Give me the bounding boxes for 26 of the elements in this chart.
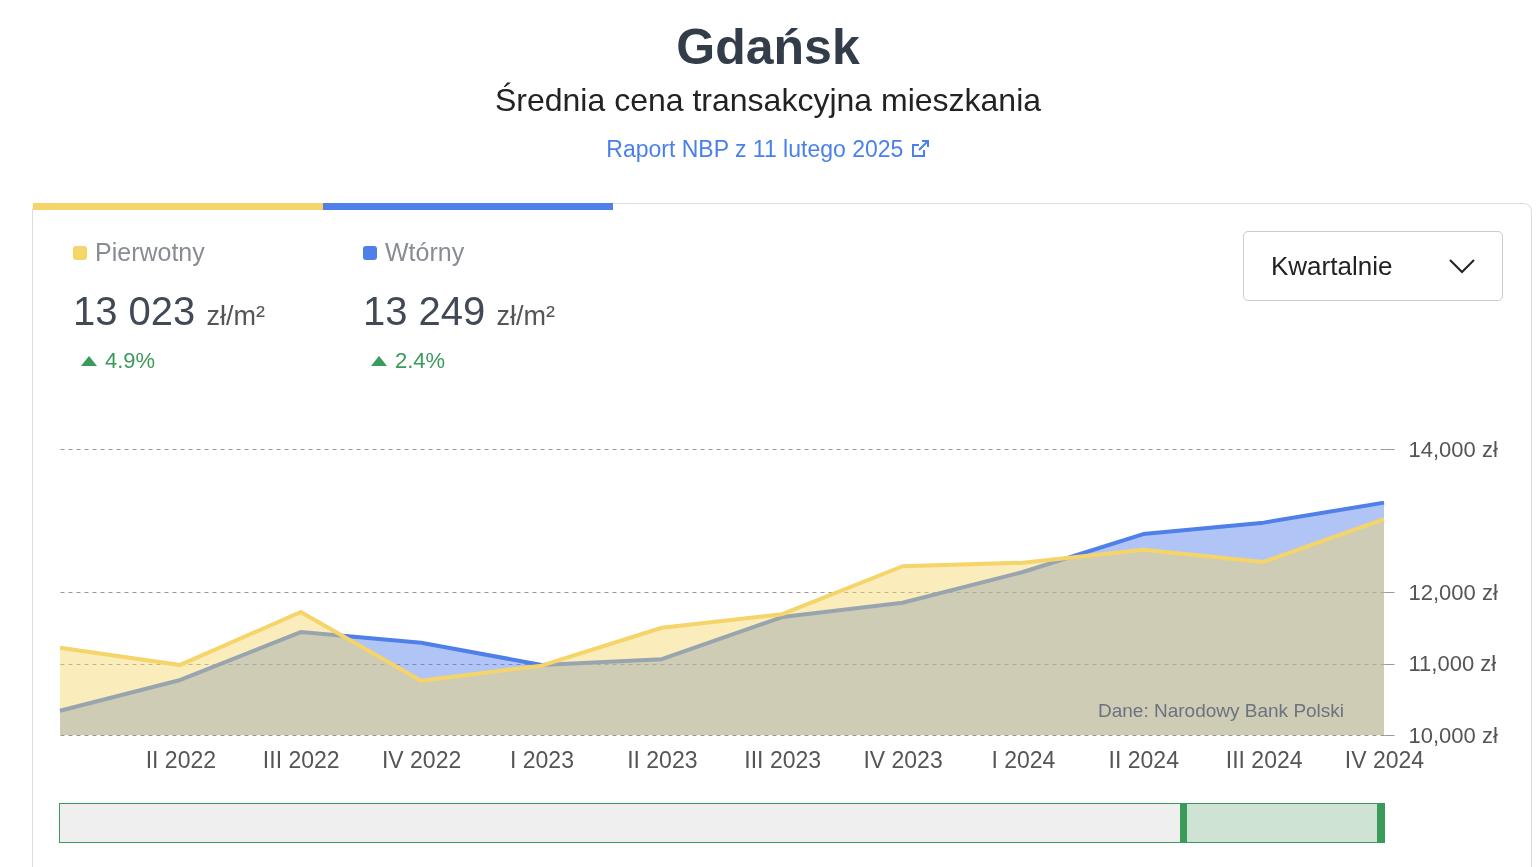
chart-title: Gdańsk: [675, 18, 861, 76]
x-tick-label: IV 2023: [863, 746, 943, 773]
x-tick-label: IV 2024: [1344, 746, 1425, 773]
x-tick-label: I 2023: [509, 746, 574, 773]
x-tick-label: II 2022: [145, 746, 217, 773]
x-tick-label: I 2024: [991, 746, 1056, 773]
annotation: Dane: Narodowy Bank Polski: [1098, 700, 1345, 722]
text: Raport NBP z 11 lutego 2025: [605, 136, 905, 163]
text: 13 023 zł/m²: [73, 289, 266, 334]
x-tick-label: III 2023: [744, 746, 822, 773]
y-tick-label: 11,000 zł: [1408, 651, 1497, 676]
chart-subtitle: Średnia cena transakcyjna mieszkania: [493, 82, 1043, 119]
legend-label: Pierwotny: [95, 238, 205, 267]
y-tick-label: 14,000 zł: [1408, 436, 1498, 462]
legend-label: Wtórny: [385, 238, 465, 267]
y-tick-label: 12,000 zł: [1408, 579, 1498, 605]
text: 4.9%: [105, 348, 156, 374]
y-tick-label: 10,000 zł: [1408, 722, 1498, 748]
x-tick-label: II 2024: [1108, 746, 1180, 773]
text: 2.4%: [395, 348, 446, 374]
x-tick-label: III 2024: [1225, 746, 1303, 773]
text: 13 249 zł/m²: [363, 289, 556, 334]
x-tick-label: II 2023: [627, 746, 698, 773]
x-tick-label: III 2022: [262, 746, 340, 773]
x-tick-label: IV 2022: [381, 746, 462, 773]
text: Kwartalnie: [1243, 231, 1503, 301]
